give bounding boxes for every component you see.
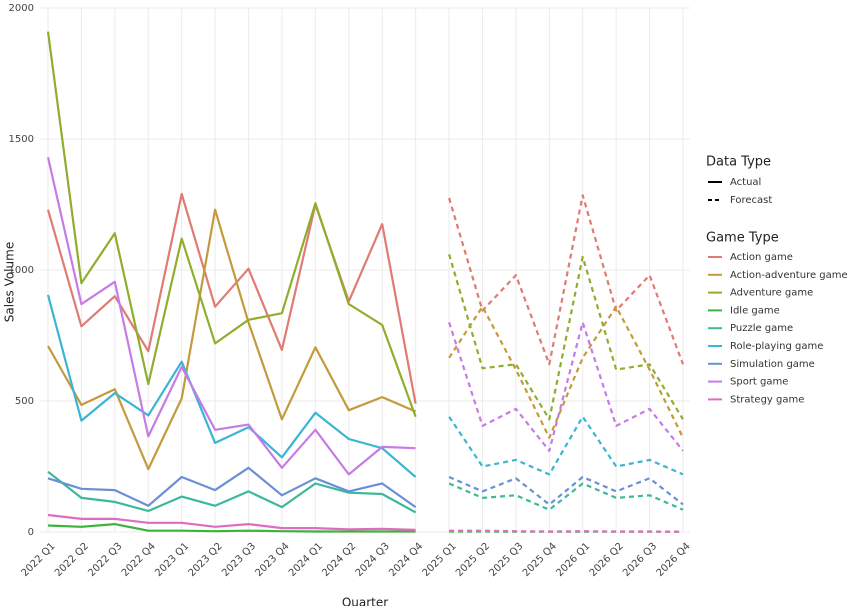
x-tick-label: 2024 Q2	[320, 541, 358, 579]
x-tick-label: 2025 Q4	[521, 541, 559, 579]
y-tick-label: 2000	[9, 3, 34, 14]
x-tick-label: 2025 Q2	[454, 541, 492, 579]
x-tick-label: 2023 Q4	[254, 541, 292, 579]
legend-label: Puzzle game	[730, 323, 793, 334]
x-tick-label: 2026 Q2	[588, 541, 626, 579]
x-tick-label: 2024 Q1	[287, 541, 325, 579]
legend-label: Role-playing game	[730, 341, 823, 352]
legend-label: Actual	[730, 177, 761, 188]
actual-line	[47, 470, 417, 514]
legend-title: Data Type	[706, 155, 771, 170]
x-tick-label: 2024 Q4	[387, 541, 425, 579]
x-tick-label: 2022 Q1	[20, 541, 58, 579]
forecast-line	[448, 305, 684, 439]
actual-line	[47, 513, 416, 531]
x-tick-label: 2023 Q3	[220, 541, 258, 579]
forecast-line	[448, 253, 684, 421]
actual-line	[46, 294, 417, 478]
legend-label: Strategy game	[730, 394, 804, 405]
forecast-line	[449, 529, 684, 533]
forecast-line	[448, 415, 684, 476]
legend-label: Action-adventure game	[730, 270, 848, 281]
actual-line	[46, 157, 416, 476]
x-tick-label: 2026 Q1	[554, 541, 592, 579]
legend-label: Sport game	[730, 377, 788, 388]
legend-label: Idle game	[730, 305, 780, 316]
x-tick-label: 2025 Q1	[421, 541, 459, 579]
legend-label: Action game	[730, 252, 793, 263]
actual-line	[47, 466, 417, 508]
actual-line	[46, 192, 417, 404]
x-tick-label: 2023 Q1	[153, 541, 191, 579]
x-tick-label: 2022 Q2	[53, 541, 91, 579]
legend-label: Adventure game	[730, 288, 813, 299]
x-tick-label: 2026 Q3	[621, 541, 659, 579]
x-tick-label: 2024 Q3	[354, 541, 392, 579]
x-axis-label: Quarter	[342, 596, 388, 606]
y-tick-label: 1500	[9, 134, 34, 145]
x-tick-label: 2023 Q2	[187, 541, 225, 579]
y-axis-label: Sales Volume	[3, 242, 17, 322]
forecast-line	[448, 475, 684, 506]
legend-title: Game Type	[706, 231, 779, 246]
x-tick-label: 2022 Q4	[120, 541, 158, 579]
actual-line	[47, 208, 417, 471]
x-tick-label: 2026 Q4	[655, 541, 693, 579]
y-tick-label: 500	[15, 396, 34, 407]
legend-label: Forecast	[730, 195, 772, 206]
actual-line	[47, 523, 416, 533]
x-tick-label: 2022 Q3	[86, 541, 124, 579]
forecast-line	[448, 482, 684, 511]
y-tick-label: 1000	[9, 265, 34, 276]
x-tick-label: 2025 Q3	[487, 541, 525, 579]
legend-label: Simulation game	[730, 359, 815, 370]
y-tick-label: 0	[28, 527, 34, 538]
forecast-line	[448, 321, 684, 452]
actual-line	[46, 31, 417, 418]
forecast-line	[448, 194, 685, 366]
